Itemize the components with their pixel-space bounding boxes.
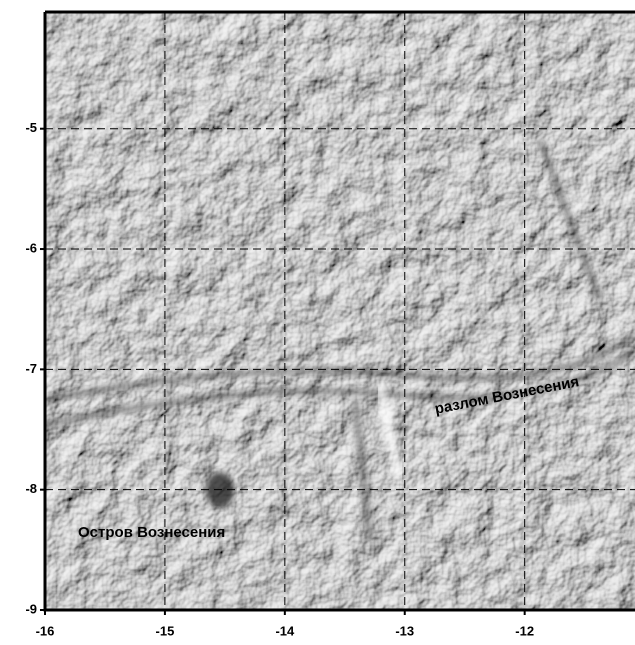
- x-tick-label: -12: [515, 623, 534, 638]
- map-chart: Остров Вознесения разлом Вознесения -16-…: [0, 0, 635, 645]
- relief: [45, 12, 635, 610]
- x-tick-label: -14: [275, 623, 295, 638]
- x-tick-label: -15: [156, 623, 175, 638]
- x-tick-label: -13: [395, 623, 414, 638]
- y-tick-label: -8: [25, 481, 37, 496]
- y-tick-label: -7: [25, 361, 37, 376]
- y-tick-label: -6: [25, 240, 37, 255]
- x-tick-label: -16: [36, 623, 55, 638]
- y-tick-label: -5: [25, 120, 37, 135]
- island-label: Остров Вознесения: [78, 524, 225, 541]
- y-tick-label: -9: [25, 601, 37, 616]
